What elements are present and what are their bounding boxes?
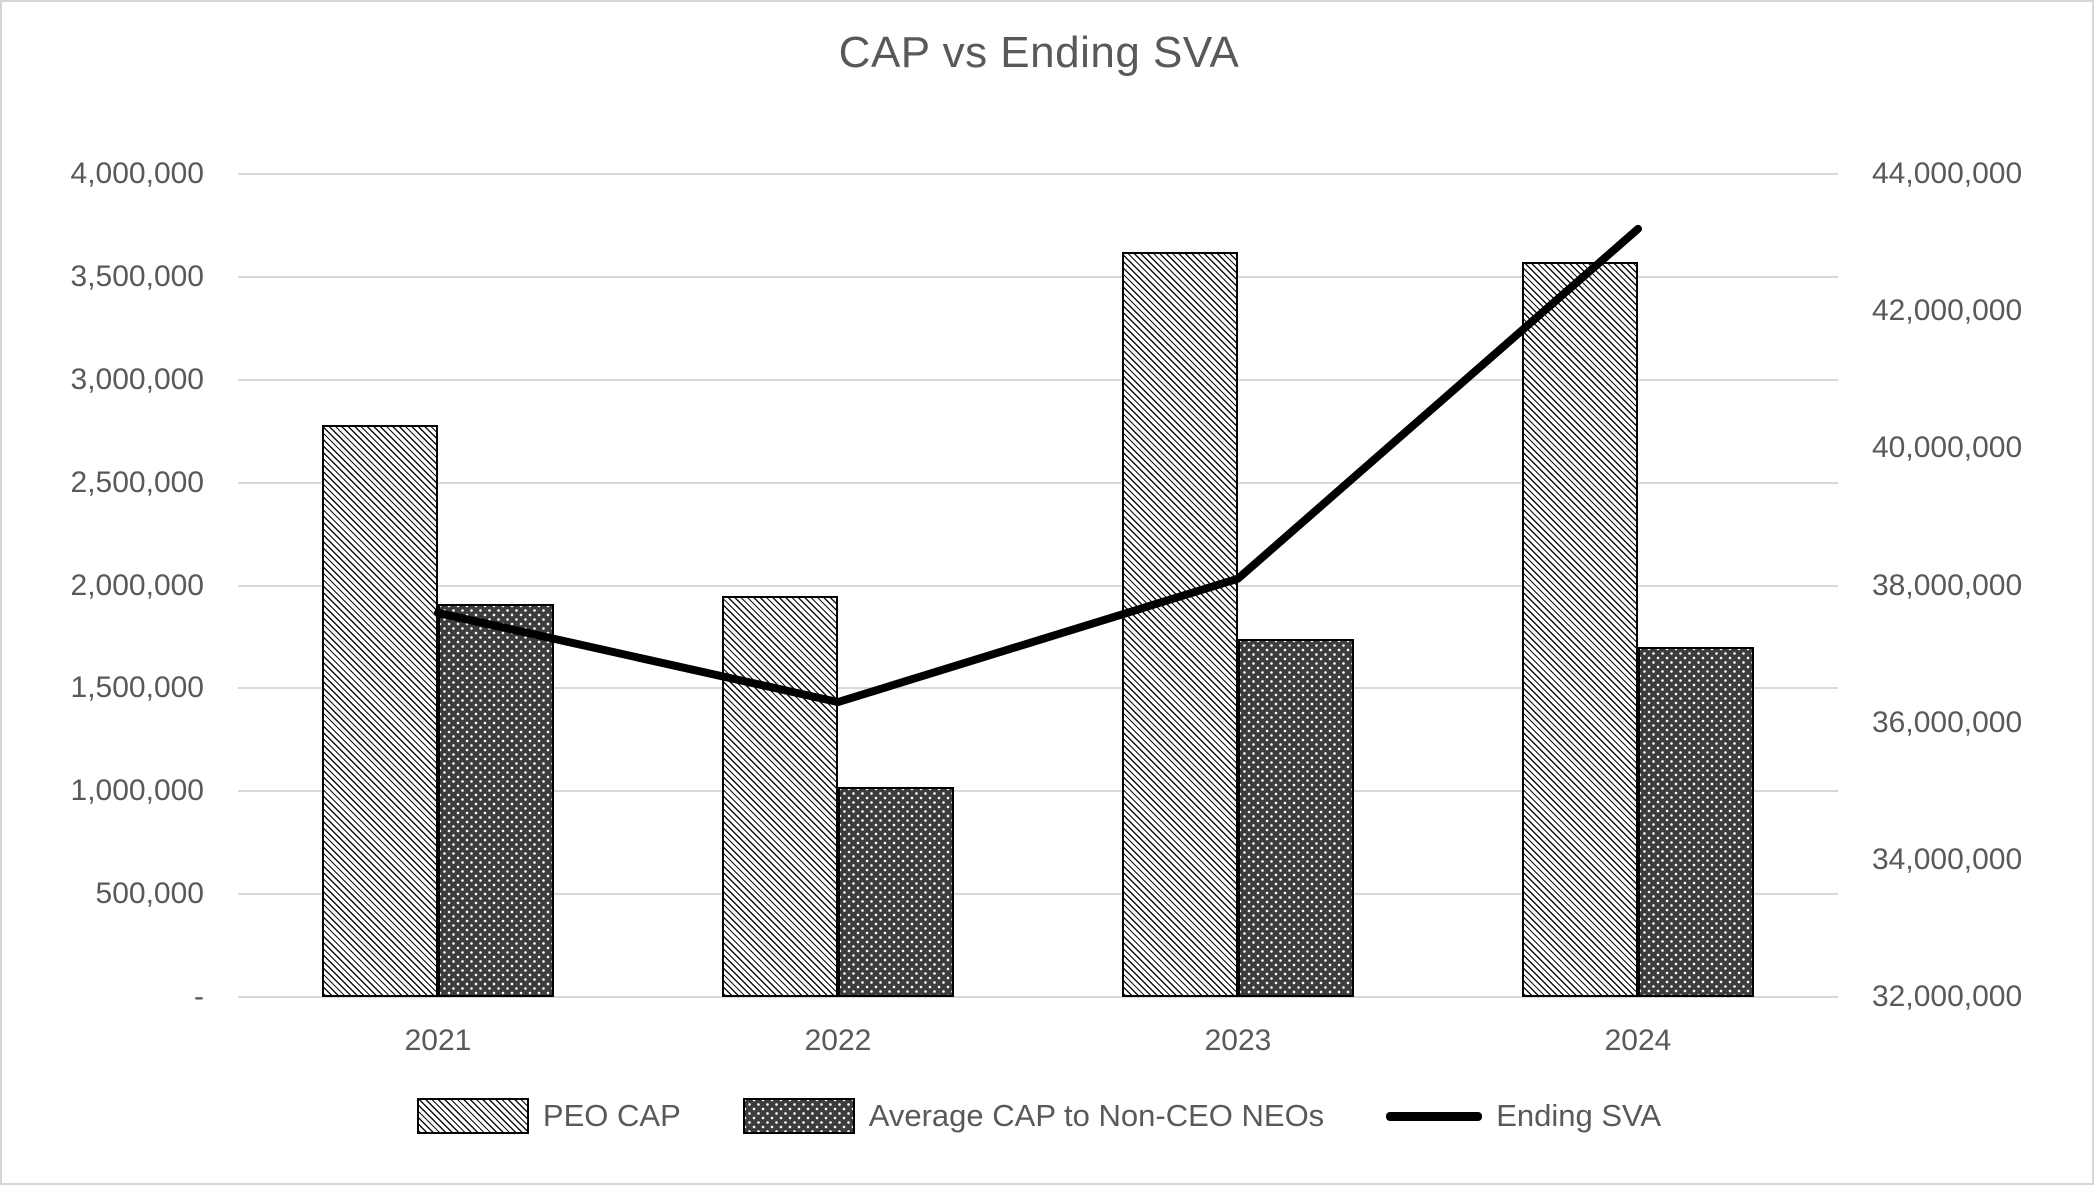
left-axis-tick-label: 3,000,000 xyxy=(70,362,204,396)
left-axis-tick-label: 2,000,000 xyxy=(70,568,204,602)
gridline xyxy=(238,378,1838,381)
avg-cap-bar xyxy=(838,787,954,997)
left-axis-tick-label: 4,000,000 xyxy=(70,157,204,190)
gridline xyxy=(238,687,1838,690)
x-axis-label: 2024 xyxy=(1604,1024,1672,1057)
avg-cap-bar xyxy=(1638,647,1754,997)
peo-cap-bar xyxy=(722,595,838,997)
avg-cap-bar xyxy=(1238,638,1354,997)
legend: PEO CAP Average CAP to Non-CEO NEOs Ending… xyxy=(2,1098,2076,1134)
right-axis-tick-label: 42,000,000 xyxy=(1872,294,2023,328)
right-axis-tick-label: 34,000,000 xyxy=(1872,842,2023,876)
left-axis-tick-label: 1,000,000 xyxy=(70,774,204,808)
right-axis-tick-label: 40,000,000 xyxy=(1872,431,2023,465)
legend-label: PEO CAP xyxy=(542,1098,681,1133)
x-axis-label: 2021 xyxy=(404,1024,472,1057)
left-axis-tick-label: 500,000 xyxy=(95,877,204,911)
right-axis-tick-label: 32,000,000 xyxy=(1872,980,2023,1013)
gridline xyxy=(238,584,1838,587)
ending-sva-line xyxy=(434,224,1642,707)
gridline xyxy=(238,996,1838,998)
gridline xyxy=(238,173,1838,175)
x-axis-label: 2022 xyxy=(804,1024,872,1057)
gridline xyxy=(238,790,1838,793)
ending-sva-legend-swatch xyxy=(1386,1111,1483,1121)
avg-cap-bar xyxy=(438,604,554,997)
chart-title: CAP vs Ending SVA xyxy=(838,28,1240,77)
peo-cap-bar xyxy=(322,425,438,997)
left-axis-tick-label: 1,500,000 xyxy=(70,671,204,705)
legend-item-ending-sva: Ending SVA xyxy=(1386,1098,1661,1134)
avg-cap-legend-swatch xyxy=(742,1098,855,1134)
right-axis-tick-label: 38,000,000 xyxy=(1872,568,2023,602)
left-axis-tick-label: 3,500,000 xyxy=(70,259,204,293)
legend-label: Average CAP to Non-CEO NEOs xyxy=(868,1098,1325,1133)
legend-label: Ending SVA xyxy=(1496,1098,1662,1133)
gridline xyxy=(238,275,1838,278)
left-axis-tick-label: 2,500,000 xyxy=(70,465,204,499)
left-axis-tick-label: - xyxy=(194,980,204,1013)
legend-item-average-cap-to-non-ceo-neos: Average CAP to Non-CEO NEOs xyxy=(742,1098,1325,1134)
peo-cap-bar xyxy=(1522,262,1638,997)
x-axis-label: 2023 xyxy=(1204,1024,1272,1057)
gridline xyxy=(238,893,1838,896)
peo-cap-legend-swatch xyxy=(416,1098,529,1134)
peo-cap-bar xyxy=(1122,252,1238,997)
gridline xyxy=(238,481,1838,484)
right-axis-tick-label: 36,000,000 xyxy=(1872,705,2023,739)
right-axis-tick-label: 44,000,000 xyxy=(1872,157,2023,190)
legend-item-peo-cap: PEO CAP xyxy=(416,1098,681,1134)
